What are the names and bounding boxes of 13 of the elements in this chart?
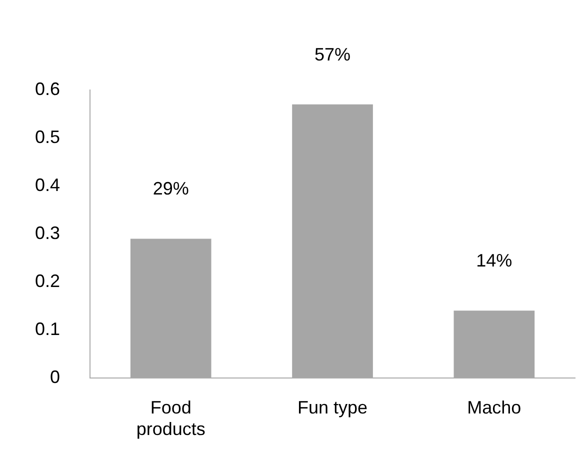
- x-tick-label: Macho: [467, 398, 522, 418]
- data-label: 57%: [314, 44, 351, 64]
- y-tick-label: 0: [50, 366, 60, 387]
- x-tick-label: Food products: [136, 398, 206, 440]
- y-tick-label: 0.5: [34, 126, 60, 147]
- x-tick-label: Fun type: [297, 398, 368, 418]
- y-tick-label: 0.4: [34, 174, 60, 195]
- data-label: 14%: [476, 250, 512, 271]
- y-tick-label: 0.6: [34, 78, 60, 99]
- y-tick-label: 0.2: [34, 270, 60, 291]
- y-tick-label: 0.3: [34, 222, 60, 243]
- data-label: 29%: [152, 178, 189, 199]
- y-tick-label: 0.1: [34, 318, 60, 339]
